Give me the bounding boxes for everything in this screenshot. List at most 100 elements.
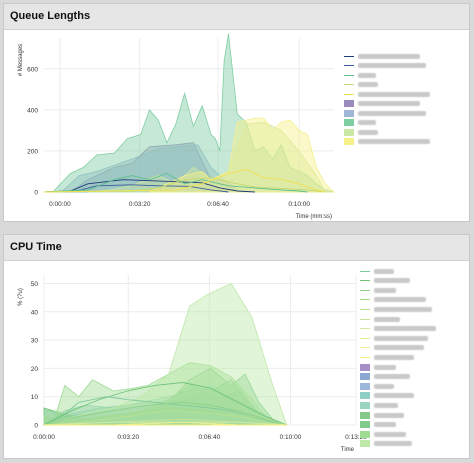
- x-axis-label: Time: [341, 447, 355, 453]
- legend-item[interactable]: [360, 315, 400, 324]
- legend-label-blurred: [374, 364, 396, 370]
- series-line: [43, 173, 308, 193]
- legend-swatch: [360, 299, 370, 301]
- legend-item[interactable]: [360, 344, 424, 353]
- x-tick-label: 0:10:00: [288, 201, 310, 208]
- legend-item[interactable]: [360, 325, 436, 334]
- legend-label-blurred: [374, 383, 394, 389]
- legend-item[interactable]: [360, 353, 414, 362]
- legend-item[interactable]: [344, 52, 420, 61]
- legend-label-blurred: [358, 72, 376, 78]
- cpu-time-chart: 0 10 20 30 40 50 0:00:00 0:03:20 0:06:40 0:10:00 0…: [18, 275, 367, 453]
- y-tick-label: 0: [34, 423, 38, 430]
- y-tick-label: 200: [27, 148, 38, 155]
- legend-swatch: [360, 421, 370, 429]
- y-tick-label: 40: [31, 309, 39, 316]
- y-tick-label: 400: [27, 107, 38, 114]
- series-line: [43, 168, 326, 193]
- legend-item[interactable]: [360, 363, 396, 372]
- legend-item[interactable]: [360, 277, 410, 286]
- legend-swatch: [360, 280, 370, 282]
- x-axis-label: Time (mm:ss): [296, 214, 332, 220]
- legend-item[interactable]: [344, 119, 376, 128]
- legend-item[interactable]: [360, 267, 394, 276]
- legend-swatch: [360, 289, 370, 291]
- series-line: [43, 410, 287, 426]
- series-line: [43, 382, 287, 426]
- legend-label-blurred: [358, 101, 420, 107]
- legend-item[interactable]: [360, 401, 398, 410]
- legend-label-blurred: [374, 316, 400, 322]
- legend-item[interactable]: [360, 430, 406, 439]
- legend-item[interactable]: [344, 109, 426, 118]
- legend-item[interactable]: [344, 62, 426, 71]
- y-axis-label: % (?u): [18, 288, 24, 306]
- legend-swatch: [344, 55, 354, 57]
- legend-label-blurred: [374, 441, 412, 447]
- legend-label-blurred: [374, 393, 414, 399]
- x-tick-label: 0:06:40: [207, 201, 229, 208]
- legend-item[interactable]: [360, 305, 432, 314]
- legend-item[interactable]: [360, 421, 396, 430]
- legend-label-blurred: [374, 278, 410, 284]
- series-area: [43, 407, 287, 426]
- legend-swatch: [344, 119, 354, 127]
- legend-label-blurred: [358, 91, 430, 97]
- y-tick-label: 30: [31, 338, 39, 345]
- legend-label-blurred: [358, 120, 376, 126]
- legend-swatch: [360, 392, 370, 400]
- y-tick-label: 600: [27, 66, 38, 73]
- legend-swatch: [360, 309, 370, 311]
- series-line: [43, 177, 326, 193]
- legend-label-blurred: [358, 129, 378, 135]
- legend-item[interactable]: [344, 128, 378, 137]
- legend-item[interactable]: [360, 440, 412, 449]
- y-tick-label: 0: [34, 190, 38, 197]
- legend-swatch: [360, 328, 370, 330]
- legend-item[interactable]: [360, 382, 394, 391]
- legend-label-blurred: [374, 287, 396, 293]
- legend-swatch: [344, 65, 354, 67]
- legend-label-blurred: [374, 422, 396, 428]
- legend-item[interactable]: [360, 296, 426, 305]
- y-tick-label: 10: [31, 394, 39, 401]
- legend-swatch: [360, 402, 370, 410]
- legend-item[interactable]: [360, 334, 428, 343]
- legend-swatch: [360, 337, 370, 339]
- legend-label-blurred: [374, 431, 406, 437]
- legend-item[interactable]: [344, 138, 430, 147]
- legend-swatch: [360, 440, 370, 448]
- legend-label-blurred: [374, 297, 426, 303]
- legend-item[interactable]: [360, 286, 396, 295]
- legend-item[interactable]: [344, 81, 378, 90]
- series-line: [43, 401, 287, 426]
- legend-item[interactable]: [344, 71, 376, 80]
- series-line: [43, 407, 287, 426]
- x-tick-label: 0:13:20: [345, 434, 367, 441]
- x-tick-label: 0:03:20: [117, 434, 139, 441]
- legend-swatch: [344, 74, 354, 76]
- legend-swatch: [344, 138, 354, 146]
- legend-item[interactable]: [344, 90, 430, 99]
- legend-item[interactable]: [344, 100, 420, 109]
- legend-label-blurred: [374, 345, 424, 351]
- series-area: [51, 33, 335, 193]
- legend-swatch: [344, 100, 354, 108]
- legend-label-blurred: [358, 63, 426, 69]
- legend-swatch: [360, 347, 370, 349]
- y-tick-label: 50: [31, 281, 39, 288]
- legend-label-blurred: [374, 335, 428, 341]
- x-tick-label: 0:06:40: [199, 434, 221, 441]
- legend-swatch: [360, 373, 370, 381]
- legend-swatch: [344, 93, 354, 95]
- legend-item[interactable]: [360, 411, 404, 420]
- series-area: [149, 117, 336, 193]
- legend-item[interactable]: [360, 373, 410, 382]
- x-tick-label: 0:10:00: [280, 434, 302, 441]
- x-tick-label: 0:00:00: [49, 201, 71, 208]
- legend-label-blurred: [374, 326, 436, 332]
- series-area: [43, 282, 288, 426]
- legend-item[interactable]: [360, 392, 414, 401]
- legend-swatch: [360, 363, 370, 371]
- legend-label-blurred: [374, 307, 432, 313]
